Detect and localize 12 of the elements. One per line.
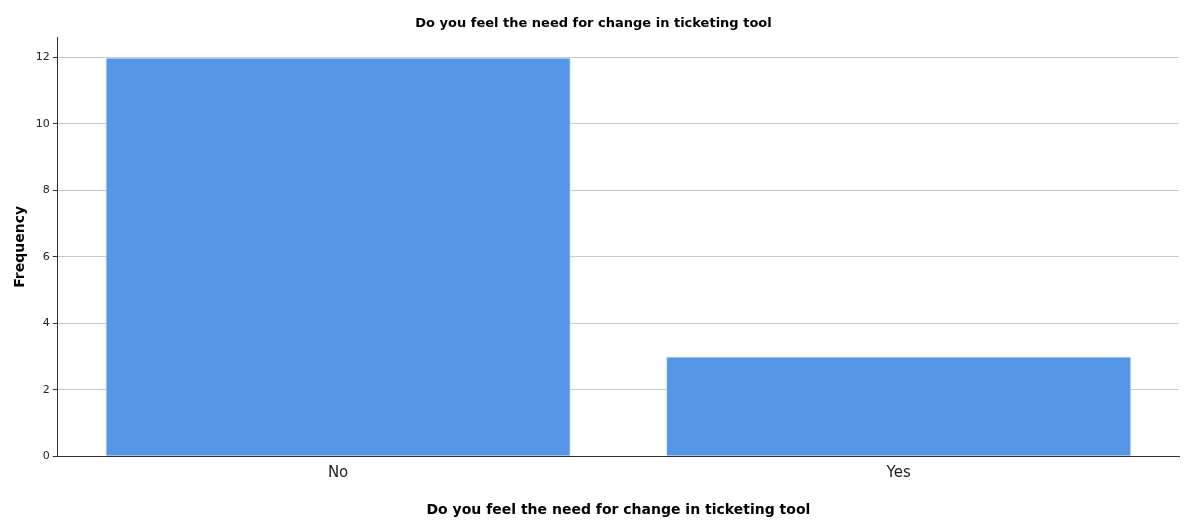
y-tick-label: 0 [42, 449, 50, 463]
y-tick-label: 4 [42, 316, 50, 330]
y-axis-title: Frequency [11, 205, 28, 288]
y-tick-label: 2 [42, 382, 50, 396]
y-tick-label: 6 [42, 249, 50, 263]
x-tick-label: Yes [885, 463, 911, 482]
y-tick-label: 10 [35, 116, 50, 130]
x-tick-label: No [327, 463, 349, 482]
chart-title: Do you feel the need for change in ticketing tool [415, 15, 772, 31]
x-axis-title: Do you feel the need for change in ticketing tool [426, 501, 811, 518]
y-tick-label: 8 [42, 183, 50, 197]
y-tick-label: 12 [35, 50, 50, 64]
